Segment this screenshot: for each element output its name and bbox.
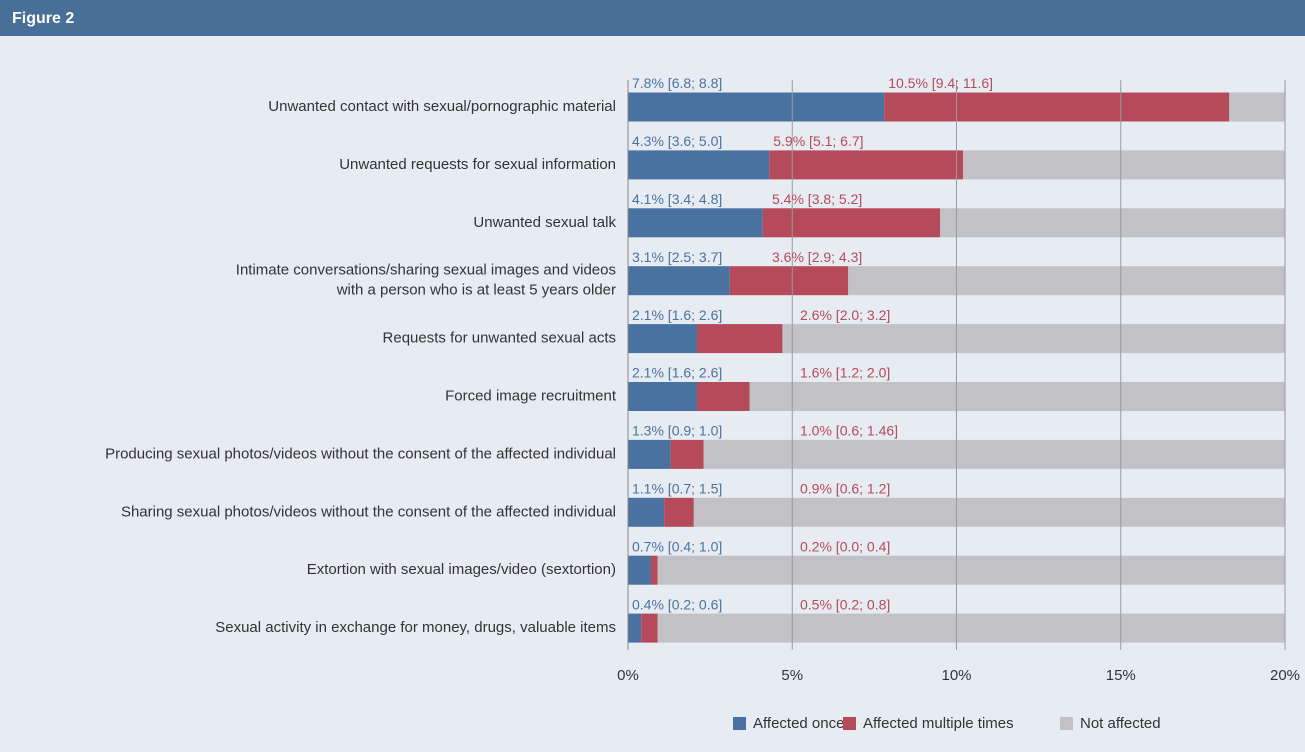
bar-segment	[693, 497, 1285, 527]
value-label: 7.8% [6.8; 8.8]	[632, 75, 722, 91]
bar-segment	[696, 324, 783, 354]
value-label: 3.1% [2.5; 3.7]	[632, 249, 722, 265]
bar-segment	[940, 208, 1285, 238]
bar-segment	[641, 613, 658, 643]
category-label: Intimate conversations/sharing sexual im…	[236, 262, 616, 299]
bar-segment	[696, 382, 750, 411]
bar-segment	[628, 439, 671, 469]
legend-swatch	[1060, 717, 1073, 730]
x-tick-label: 10%	[941, 667, 971, 684]
bar-segment	[749, 382, 1285, 411]
category-label: Forced image recruitment	[445, 387, 617, 404]
value-label: 10.5% [9.4; 11.6]	[888, 75, 993, 91]
bar-segment	[628, 555, 651, 585]
figure-title: Figure 2	[12, 10, 74, 27]
value-label: 1.1% [0.7; 1.5]	[632, 481, 722, 497]
bar-segment	[884, 92, 1230, 122]
bar-segment	[628, 613, 642, 643]
value-label: 4.3% [3.6; 5.0]	[632, 133, 722, 149]
value-label: 3.6% [2.9; 4.3]	[772, 249, 862, 265]
value-label: 5.9% [5.1; 6.7]	[773, 133, 863, 149]
bar-segment	[762, 208, 941, 238]
legend-swatch	[733, 717, 746, 730]
bar-segment	[782, 324, 1285, 354]
legend-label: Affected once	[753, 715, 844, 732]
value-label: 2.6% [2.0; 3.2]	[800, 307, 890, 323]
category-label: Unwanted requests for sexual information	[339, 156, 616, 173]
bar-segment	[628, 208, 763, 238]
legend-label: Affected multiple times	[863, 715, 1014, 732]
header-bar	[0, 0, 1305, 36]
bar-segment	[628, 497, 665, 527]
value-label: 1.6% [1.2; 2.0]	[800, 365, 890, 381]
category-label: Producing sexual photos/videos without t…	[105, 445, 616, 462]
bar-segment	[650, 555, 658, 585]
value-label: 2.1% [1.6; 2.6]	[632, 365, 722, 381]
legend-swatch	[843, 717, 856, 730]
value-label: 2.1% [1.6; 2.6]	[632, 307, 722, 323]
bar-segment	[657, 555, 1285, 585]
bar-segment	[848, 266, 1285, 296]
category-label: Sharing sexual photos/videos without the…	[121, 503, 616, 520]
bar-segment	[628, 92, 885, 122]
value-label: 5.4% [3.8; 5.2]	[772, 191, 862, 207]
category-label: Unwanted contact with sexual/pornographi…	[268, 98, 616, 115]
value-label: 0.2% [0.0; 0.4]	[800, 538, 890, 554]
legend-label: Not affected	[1080, 715, 1161, 732]
bar-segment	[657, 613, 1285, 643]
value-label: 4.1% [3.4; 4.8]	[632, 191, 722, 207]
bar-segment	[729, 266, 849, 296]
bar-segment	[963, 150, 1285, 180]
x-tick-label: 5%	[781, 667, 803, 684]
value-label: 0.7% [0.4; 1.0]	[632, 538, 722, 554]
bar-segment	[769, 150, 964, 180]
bar-segment	[628, 150, 770, 180]
value-label: 0.5% [0.2; 0.8]	[800, 596, 890, 612]
bar-segment	[1229, 92, 1285, 122]
bar-segment	[628, 382, 697, 411]
value-label: 0.4% [0.2; 0.6]	[632, 596, 722, 612]
value-label: 1.0% [0.6; 1.46]	[800, 423, 898, 439]
category-label: Requests for unwanted sexual acts	[383, 330, 616, 347]
category-label: Sexual activity in exchange for money, d…	[215, 619, 616, 636]
bar-segment	[703, 439, 1285, 469]
category-label: Unwanted sexual talk	[473, 214, 616, 231]
x-tick-label: 0%	[617, 667, 639, 684]
value-label: 1.3% [0.9; 1.0]	[632, 423, 722, 439]
bar-segment	[670, 439, 704, 469]
bar-segment	[664, 497, 694, 527]
bar-segment	[628, 266, 730, 296]
value-label: 0.9% [0.6; 1.2]	[800, 481, 890, 497]
category-label: Extortion with sexual images/video (sext…	[307, 561, 616, 578]
bar-segment	[628, 324, 697, 354]
x-tick-label: 20%	[1270, 667, 1300, 684]
x-tick-label: 15%	[1106, 667, 1136, 684]
